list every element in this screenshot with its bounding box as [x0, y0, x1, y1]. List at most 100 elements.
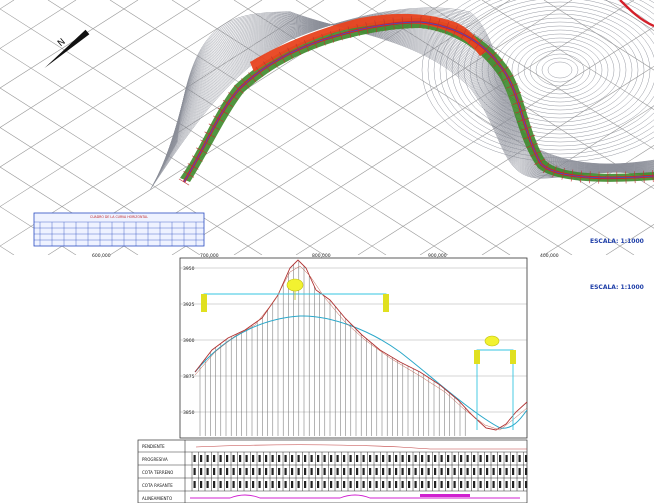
station-tick: [481, 45, 490, 55]
value-glyph: [525, 468, 528, 475]
fill-slope-band: [180, 18, 654, 182]
station-tick: [279, 51, 286, 63]
value-glyph: [427, 481, 430, 488]
value-glyph: [466, 455, 469, 462]
grid-line: [0, 166, 139, 255]
grid-line: [0, 206, 77, 255]
station-tick: [589, 171, 591, 184]
station-tick: [428, 17, 431, 30]
contour-line: [164, 24, 654, 171]
value-glyph: [408, 455, 411, 462]
value-glyph: [421, 455, 424, 462]
value-glyph: [382, 455, 385, 462]
station-tick: [509, 91, 522, 97]
value-glyph: [284, 481, 287, 488]
value-glyph: [466, 481, 469, 488]
value-glyph: [414, 455, 417, 462]
cut-slope-band: [250, 13, 486, 72]
contour-line: [433, 0, 654, 155]
station-tick: [452, 25, 458, 37]
station-tick: [419, 16, 422, 29]
station-tick: [321, 33, 326, 46]
value-glyph: [265, 481, 268, 488]
value-glyph: [486, 455, 489, 462]
value-glyph: [213, 468, 216, 475]
value-glyph: [193, 468, 196, 475]
value-glyph: [427, 455, 430, 462]
value-glyph: [206, 455, 209, 462]
station-tick: [580, 170, 582, 183]
contour-line: [161, 23, 654, 170]
value-glyph: [466, 468, 469, 475]
contour-line: [427, 0, 654, 159]
station-tick: [570, 169, 574, 182]
contour-line: [154, 15, 654, 182]
value-glyph: [304, 481, 307, 488]
value-glyph: [453, 481, 456, 488]
value-glyph: [369, 481, 372, 488]
value-glyph: [271, 481, 274, 488]
station-tick: [383, 18, 386, 31]
value-glyph: [388, 468, 391, 475]
value-glyph: [317, 481, 320, 488]
value-glyph: [388, 455, 391, 462]
grid-line: [481, 0, 654, 111]
value-glyph: [434, 468, 437, 475]
value-glyph: [473, 481, 476, 488]
value-glyph: [479, 481, 482, 488]
value-glyph: [219, 455, 222, 462]
value-glyph: [232, 455, 235, 462]
value-glyph: [395, 468, 398, 475]
value-glyph: [206, 481, 209, 488]
elevation-tick: 3925: [183, 302, 195, 308]
grid-line: [605, 0, 654, 31]
value-glyph: [291, 481, 294, 488]
value-glyph: [414, 468, 417, 475]
value-glyph: [239, 455, 242, 462]
value-glyph: [421, 481, 424, 488]
value-glyph: [317, 455, 320, 462]
value-glyph: [349, 455, 352, 462]
contour-line: [475, 13, 645, 127]
north-arrow-icon: N: [44, 29, 90, 68]
station-tick: [312, 36, 318, 49]
contour-line: [517, 41, 603, 99]
value-glyph: [200, 481, 203, 488]
alignment-curve-band: [190, 494, 520, 499]
value-glyph: [291, 468, 294, 475]
station-tick: [217, 107, 229, 115]
value-glyph: [356, 481, 359, 488]
station-tick: [502, 74, 514, 81]
grid-line: [419, 105, 654, 255]
grid-line: [0, 0, 263, 168]
contour-line: [149, 7, 654, 191]
elevation-tick: 3850: [183, 410, 195, 416]
value-glyph: [434, 455, 437, 462]
value-glyph: [362, 468, 365, 475]
profile-data-table: PENDIENTE PROGRESIVA COTA TERRENO COTA R…: [137, 439, 528, 503]
value-glyph: [330, 455, 333, 462]
station-tick: [474, 39, 483, 50]
station-tick: [196, 147, 208, 154]
grid-line: [0, 0, 15, 10]
value-glyph: [434, 481, 437, 488]
station-tick: [401, 16, 404, 29]
station-tick: [208, 123, 220, 130]
value-glyph: [492, 455, 495, 462]
contour-line: [151, 9, 654, 189]
row-label-alineamiento: ALINEAMIENTO: [142, 496, 172, 501]
value-glyph: [343, 455, 346, 462]
station-tick: [365, 22, 369, 34]
value-glyph: [278, 468, 281, 475]
contour-line: [529, 49, 591, 91]
contour-line: [153, 13, 654, 184]
value-glyph: [193, 481, 196, 488]
value-glyph: [518, 455, 521, 462]
value-glyph: [408, 481, 411, 488]
value-glyph: [382, 468, 385, 475]
contour-line: [463, 5, 654, 135]
value-glyph: [349, 481, 352, 488]
station-tick: [338, 28, 343, 41]
value-glyph: [356, 468, 359, 475]
